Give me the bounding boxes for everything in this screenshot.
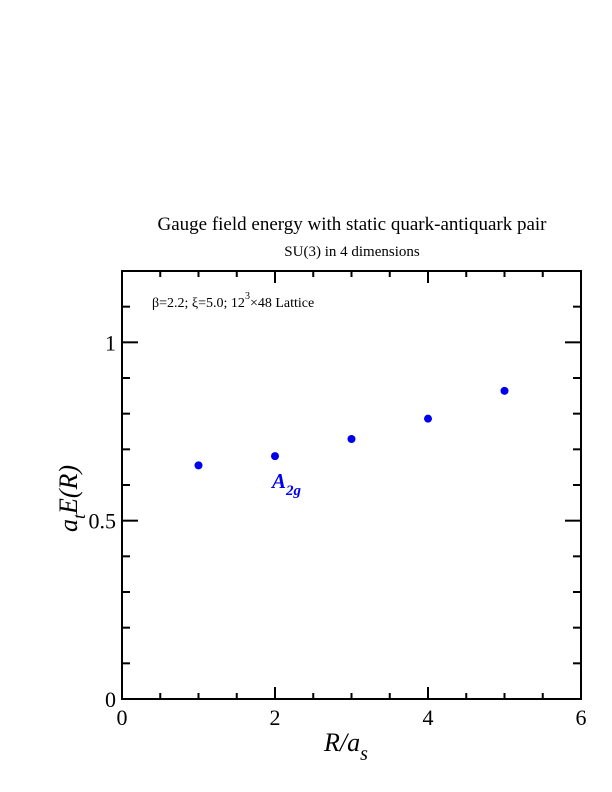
lattice-annotation: β=2.2; ξ=5.0; 123×48 Lattice [152,291,314,311]
lattice-annotation-text: β=2.2; ξ=5.0; 12 [152,296,245,311]
y-axis-label-prefix: a [54,519,83,532]
y-tick-label: 1 [105,330,116,355]
x-tick-label: 6 [576,705,587,730]
y-axis-label-subscript: t [69,513,89,519]
x-axis-label-main: R/a [323,728,360,757]
y-tick-label: 0 [105,687,116,712]
y-tick-label: 0.5 [89,509,117,534]
data-point [347,434,356,443]
plot-axes [121,270,582,700]
x-tick-label: 2 [270,705,281,730]
lattice-annotation-superscript: 3 [245,291,250,302]
lattice-annotation-text-end: ×48 Lattice [250,296,314,311]
y-axis-label-main: E(R) [54,465,83,515]
series-label-subscript: 2g [285,483,302,499]
plot-frame [121,270,582,700]
x-tick-label: 0 [117,705,128,730]
x-axis-label: R/as [323,728,368,765]
x-axis-label-subscript: s [360,743,368,765]
tick-labels: 0 2 4 6 0 0.5 1 [89,330,587,730]
axis-ticks [121,270,582,700]
data-point [424,414,432,423]
data-point [271,452,279,461]
data-point [194,461,203,470]
data-point [500,386,509,395]
series-label: A2g [270,469,302,499]
y-axis-label: atE(R) [54,465,89,532]
chart-title: Gauge field energy with static quark-ant… [157,214,547,235]
chart-subtitle: SU(3) in 4 dimensions [284,244,420,260]
x-tick-label: 4 [423,705,434,730]
series-label-main: A [270,469,286,493]
data-points [194,386,509,470]
